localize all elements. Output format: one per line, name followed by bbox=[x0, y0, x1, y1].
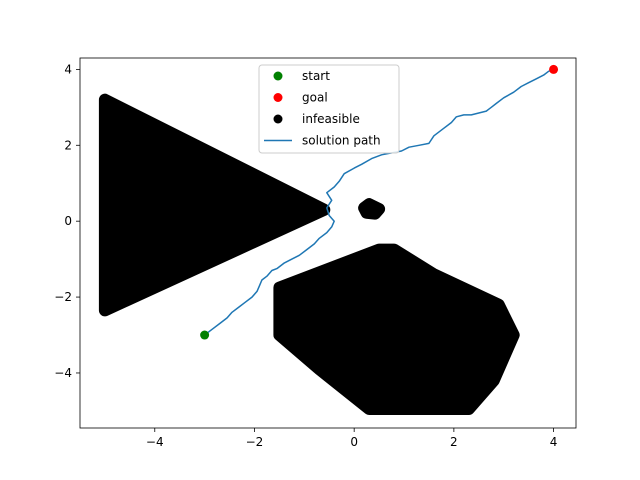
plot-frame bbox=[79, 57, 577, 429]
infeasible-region-polygon bbox=[273, 243, 520, 415]
legend-start-marker bbox=[273, 71, 283, 81]
legend: start goal infeasible solution path bbox=[258, 64, 400, 154]
x-axis-ticks: −4 −2 0 2 4 bbox=[146, 428, 557, 449]
x-tick-label: −4 bbox=[146, 435, 164, 449]
y-tick-label: −4 bbox=[54, 366, 72, 380]
y-axis-ticks: −4 −2 0 2 4 bbox=[54, 62, 80, 380]
legend-box bbox=[258, 64, 400, 154]
infeasible-region-blob bbox=[358, 198, 386, 220]
x-tick-label: 2 bbox=[450, 435, 458, 449]
y-tick-label: 4 bbox=[64, 62, 72, 76]
legend-solution-path-label: solution path bbox=[302, 134, 381, 148]
y-tick-label: 2 bbox=[64, 138, 72, 152]
legend-goal-marker bbox=[273, 93, 283, 102]
goal-point bbox=[549, 64, 559, 74]
y-tick-label: 0 bbox=[64, 214, 72, 228]
y-tick-label: −2 bbox=[54, 290, 72, 304]
marker-layer bbox=[200, 64, 559, 340]
series-line-solution-path bbox=[204, 68, 554, 336]
legend-start-label: start bbox=[302, 69, 330, 83]
legend-goal-label: goal bbox=[302, 91, 328, 105]
x-tick-label: 4 bbox=[550, 435, 558, 449]
x-tick-label: −2 bbox=[246, 435, 264, 449]
legend-infeasible-label: infeasible bbox=[302, 112, 360, 126]
series-layer bbox=[204, 68, 554, 336]
infeasible-regions bbox=[98, 93, 520, 415]
x-tick-label: 0 bbox=[350, 435, 358, 449]
legend-infeasible-marker bbox=[273, 114, 283, 124]
infeasible-region-triangle bbox=[98, 93, 331, 317]
start-point bbox=[200, 330, 210, 340]
